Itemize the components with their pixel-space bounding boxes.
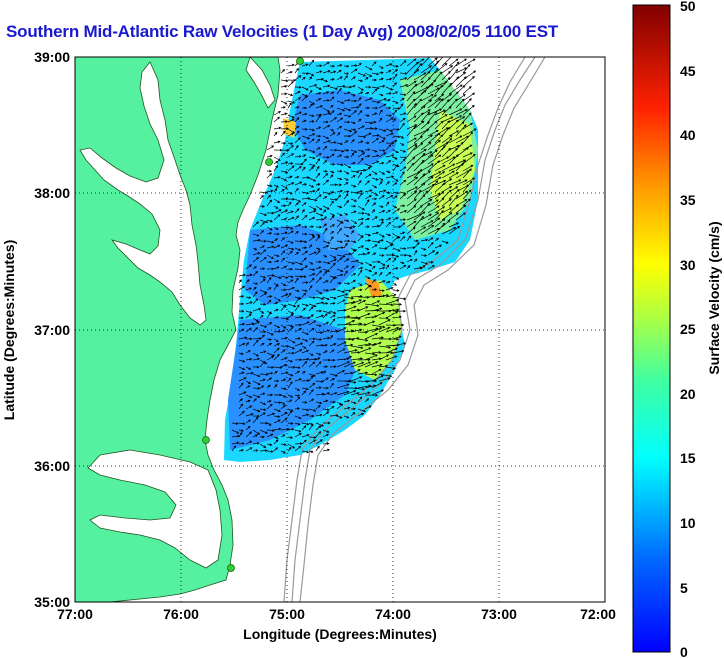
colorbar-tick-label: 0 [680,644,688,659]
colorbar-tick-label: 45 [680,63,696,79]
colorbar-tick-label: 30 [680,257,696,273]
y-tick-label: 36:00 [34,458,70,474]
x-tick-label: 75:00 [269,606,305,622]
grid-lines [75,57,605,602]
station-marker [227,564,235,572]
station-marker [296,57,304,65]
bathymetry-contours [283,57,546,602]
y-axis-label: Latitude (Degrees:Minutes) [1,240,17,420]
plot-frame [74,56,606,603]
x-tick-label: 72:00 [580,606,616,622]
station-marker [265,158,273,166]
station-marker [202,436,210,444]
colorbar-tick-label: 35 [680,192,696,208]
x-axis-label: Longitude (Degrees:Minutes) [243,626,437,642]
y-tick-label: 38:00 [34,185,70,201]
colorbar-tick-label: 20 [680,386,696,402]
y-tick-label: 39:00 [34,49,70,65]
colorbar-ticks: 0 5 10 15 20 25 30 35 40 45 50 [680,0,696,659]
x-tick-label: 77:00 [57,606,93,622]
map-title: Southern Mid-Atlantic Raw Velocities (1 … [6,22,559,41]
colorbar-tick-label: 40 [680,127,696,143]
delaware-bay [245,57,276,109]
velocity-arrows [231,57,477,454]
velocity-field [224,58,478,462]
colorbar-tick-label: 15 [680,450,696,466]
colorbar-tick-label: 5 [680,580,688,596]
colorbar-tick-label: 25 [680,321,696,337]
x-tick-label: 76:00 [163,606,199,622]
x-tick-label: 73:00 [481,606,517,622]
pamlico-sound [87,449,223,569]
colorbar [632,4,671,653]
x-tick-label: 74:00 [375,606,411,622]
y-tick-label: 35:00 [34,594,70,610]
chesapeake-bay [79,61,207,326]
y-tick-label: 37:00 [34,322,70,338]
colorbar-tick-label: 10 [680,515,696,531]
colorbar-tick-label: 50 [680,0,696,14]
x-axis-ticks: 77:00 76:00 75:00 74:00 73:00 72:00 [57,606,616,622]
arrow-glyphs [231,57,477,454]
colorbar-label: Surface Velocity (cm/s) [706,221,722,374]
y-axis-ticks: 39:00 38:00 37:00 36:00 35:00 [34,49,70,610]
radar-stations [202,57,304,572]
